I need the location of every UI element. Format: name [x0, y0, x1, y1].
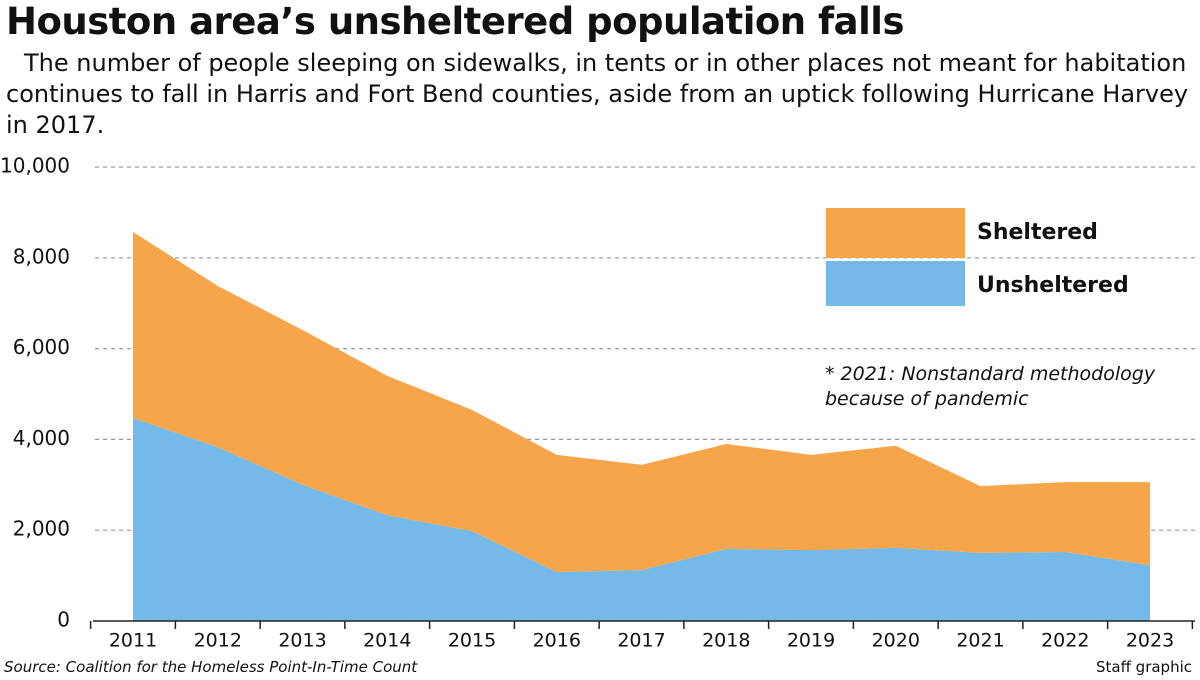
- x-tick-label: 2014: [363, 630, 411, 652]
- area: [133, 418, 1150, 621]
- legend-swatch: [826, 261, 965, 306]
- x-tick-label: 2023: [1126, 630, 1174, 652]
- y-tick-label: 2,000: [13, 517, 70, 541]
- y-tick-label: 10,000: [0, 154, 70, 178]
- y-tick-label: 4,000: [13, 426, 70, 450]
- x-tick-label: 2016: [533, 630, 581, 652]
- x-tick-label: 2013: [278, 630, 326, 652]
- legend-swatch: [826, 208, 965, 258]
- legend-label: Unsheltered: [977, 273, 1129, 298]
- area: [133, 231, 1150, 572]
- x-tick-label: 2022: [1041, 630, 1089, 652]
- chart-subtitle: The number of people sleeping on sidewal…: [6, 49, 1189, 139]
- x-tick-label: 2019: [787, 630, 835, 652]
- x-tick-label: 2018: [702, 630, 750, 652]
- x-tick-label: 2012: [194, 630, 242, 652]
- y-tick-label: 0: [57, 608, 70, 632]
- y-tick-label: 6,000: [13, 335, 70, 359]
- legend-label: Sheltered: [977, 220, 1098, 245]
- x-tick-label: 2021: [956, 630, 1004, 652]
- x-tick-label: 2015: [448, 630, 496, 652]
- x-tick-label: 2020: [872, 630, 920, 652]
- source: Source: Coalition for the Homeless Point…: [4, 658, 418, 676]
- x-tick-label: 2011: [109, 630, 157, 652]
- x-tick-label: 2017: [617, 630, 665, 652]
- credit: Staff graphic: [1095, 658, 1192, 676]
- chart-title: Houston area’s unsheltered population fa…: [6, 0, 904, 43]
- annotation: * 2021: Nonstandard methodology because …: [825, 363, 1156, 410]
- y-tick-label: 8,000: [13, 244, 70, 268]
